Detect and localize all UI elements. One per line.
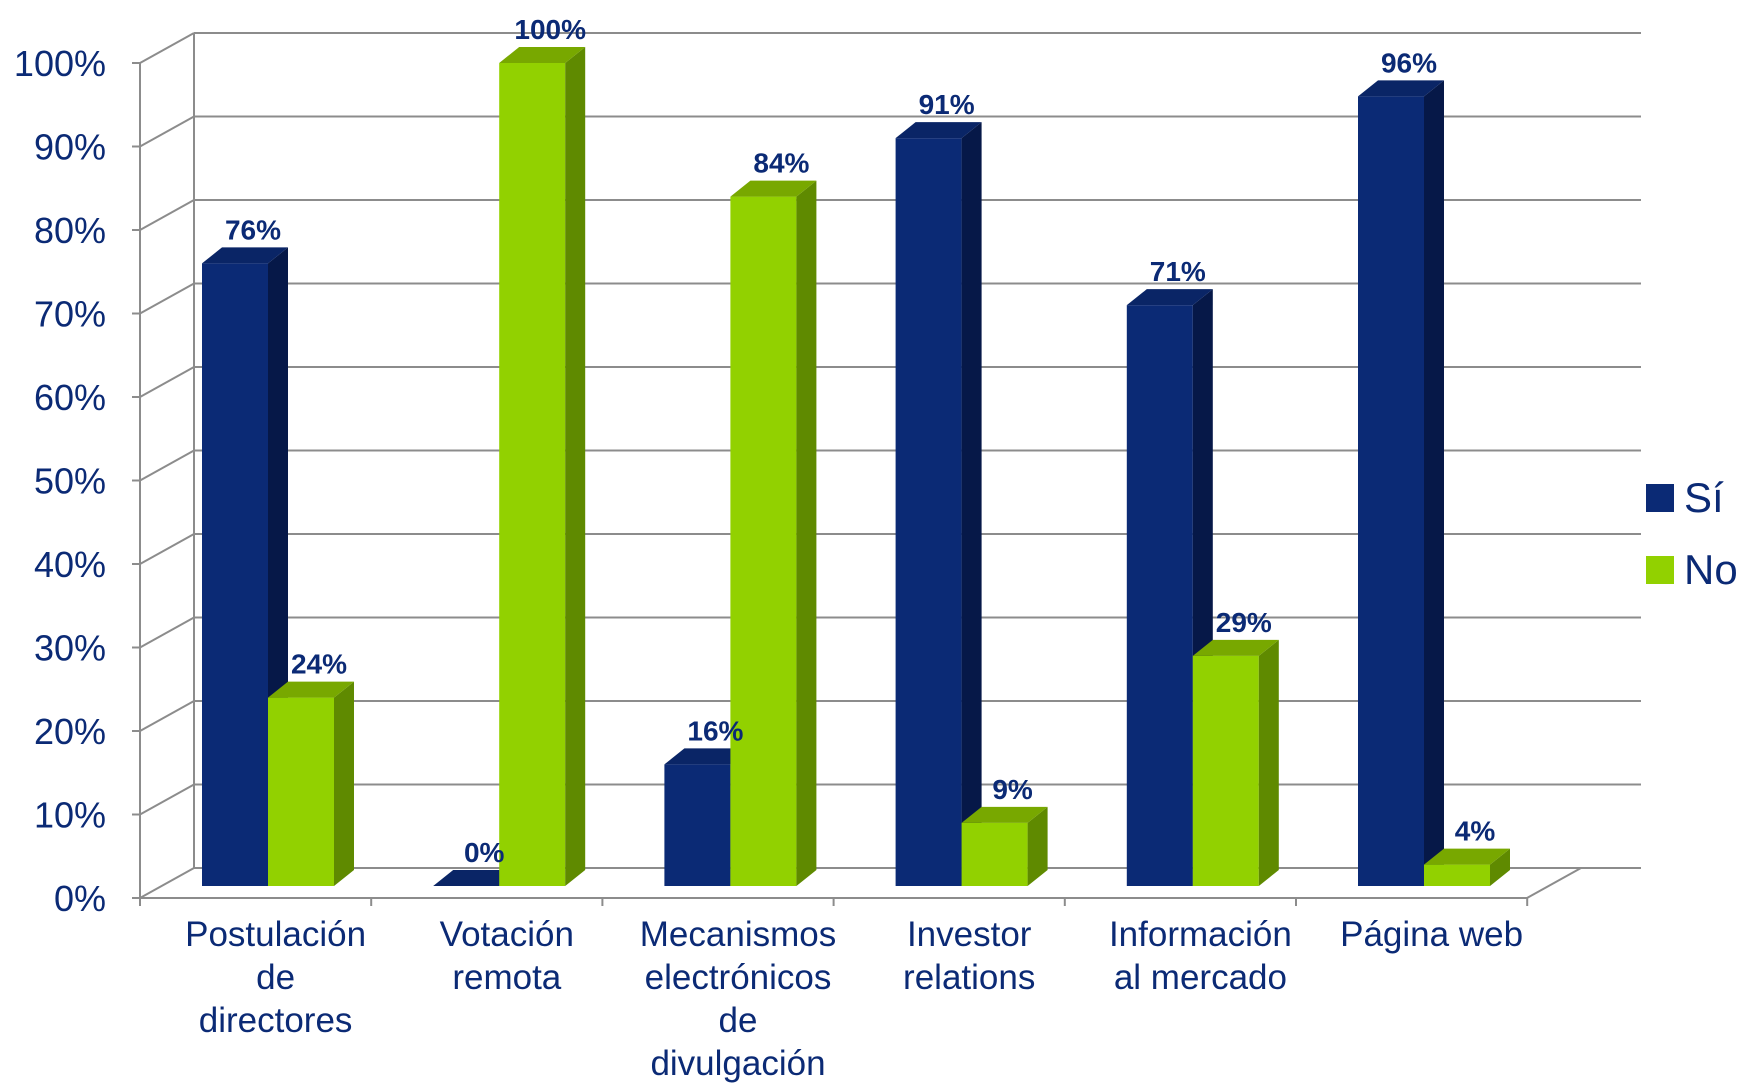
gridline-side: [139, 32, 195, 64]
legend-swatch: [1646, 484, 1674, 512]
data-label: 0%: [464, 837, 505, 868]
data-label: 9%: [992, 774, 1033, 805]
x-tick-label: Postulación de directores: [185, 915, 366, 1040]
bar-front: [268, 697, 334, 886]
bar-side: [334, 681, 354, 886]
data-label: 91%: [919, 89, 975, 120]
y-tick-label: 10%: [34, 795, 106, 836]
gridline-side: [139, 449, 195, 482]
bar-front: [202, 263, 268, 886]
gridline-side: [139, 867, 195, 899]
data-label: 100%: [514, 14, 586, 45]
bar-top: [730, 180, 817, 197]
bar-top: [1192, 639, 1279, 656]
data-label: 96%: [1381, 47, 1437, 78]
gridline-side: [139, 783, 195, 816]
y-tick-label: 30%: [34, 628, 106, 669]
bar-front: [895, 138, 962, 886]
y-tick-label: 0%: [54, 878, 106, 919]
x-tick-label: Votación remota: [440, 915, 574, 997]
bar-top: [268, 681, 354, 698]
bar-side: [961, 122, 982, 886]
y-tick-label: 80%: [34, 210, 106, 251]
data-label: 76%: [225, 214, 281, 245]
x-tick-label: Mecanismos electrónicos de divulgación: [640, 915, 836, 1083]
y-tick-label: 70%: [34, 294, 106, 335]
data-label: 71%: [1150, 256, 1206, 287]
legend: Sí No: [1646, 474, 1738, 593]
data-label: 84%: [753, 148, 809, 179]
legend-item: Sí: [1646, 474, 1724, 521]
bar-front: [1126, 305, 1193, 886]
bar: [895, 122, 982, 886]
bar: [961, 806, 1048, 886]
bar-front: [499, 63, 566, 886]
y-tick-label: 90%: [34, 127, 106, 168]
data-label: 4%: [1455, 816, 1496, 847]
bar: [499, 47, 586, 886]
y-tick-label: 100%: [14, 43, 106, 84]
legend-label: No: [1684, 546, 1738, 593]
bar-side: [1490, 848, 1510, 886]
data-label: 24%: [291, 649, 347, 680]
legend-label: Sí: [1684, 474, 1724, 521]
gridline-side: [139, 533, 195, 565]
bar-top: [1358, 80, 1444, 97]
gridline-side: [139, 366, 195, 398]
bar-front: [664, 764, 731, 886]
bar-side: [796, 180, 817, 887]
bar: [730, 180, 817, 887]
x-axis-labels: Postulación de directores Votación remota Mec…: [185, 915, 1523, 1083]
bar-top: [1424, 848, 1510, 865]
bar-top: [895, 122, 982, 139]
bar-side: [1027, 806, 1048, 886]
bar-top: [1126, 289, 1213, 306]
bar-front: [961, 822, 1028, 886]
data-labels: 76% 24% 0% 100% 16% 84% 91% 9% 71% 29% 96% 4%: [225, 14, 1495, 868]
y-tick-label: 50%: [34, 461, 106, 502]
data-label: 16%: [687, 715, 743, 746]
y-tick-label: 40%: [34, 544, 106, 585]
bar-top: [499, 47, 586, 63]
gridline-side: [139, 282, 195, 315]
bar-top: [202, 247, 288, 264]
bar-side: [1424, 80, 1444, 886]
bar-front: [1358, 96, 1424, 886]
x-tick-label: Información al mercado: [1109, 915, 1292, 997]
y-tick-label: 20%: [34, 711, 106, 752]
gridline-side: [139, 199, 195, 231]
bar-side: [565, 47, 586, 886]
gridline-side: [139, 700, 195, 732]
bar: [1424, 848, 1510, 886]
bar-top: [433, 870, 520, 886]
y-tick-label: 60%: [34, 377, 106, 418]
bar-front: [1192, 655, 1259, 886]
bar: [1192, 639, 1279, 886]
bar: [1358, 80, 1444, 886]
bar-side: [1258, 639, 1279, 886]
legend-item: No: [1646, 546, 1738, 593]
bar-front: [1424, 864, 1490, 886]
bar: [268, 681, 354, 886]
x-tick-label: Investor relations: [903, 915, 1035, 997]
bar-top: [664, 748, 751, 765]
bar-top: [961, 806, 1048, 823]
bars: [202, 47, 1510, 887]
floor-edge: [1526, 867, 1582, 899]
gridline-side: [139, 115, 195, 148]
gridline-side: [139, 616, 195, 649]
bar-front: [730, 196, 797, 887]
axes: 0% 10% 20% 30% 40% 50% 60% 70% 80% 90% 100%: [14, 43, 1582, 919]
data-label: 29%: [1216, 607, 1272, 638]
x-tick-label: Página web: [1340, 915, 1523, 954]
legend-swatch: [1646, 556, 1674, 584]
bar: [433, 870, 520, 886]
